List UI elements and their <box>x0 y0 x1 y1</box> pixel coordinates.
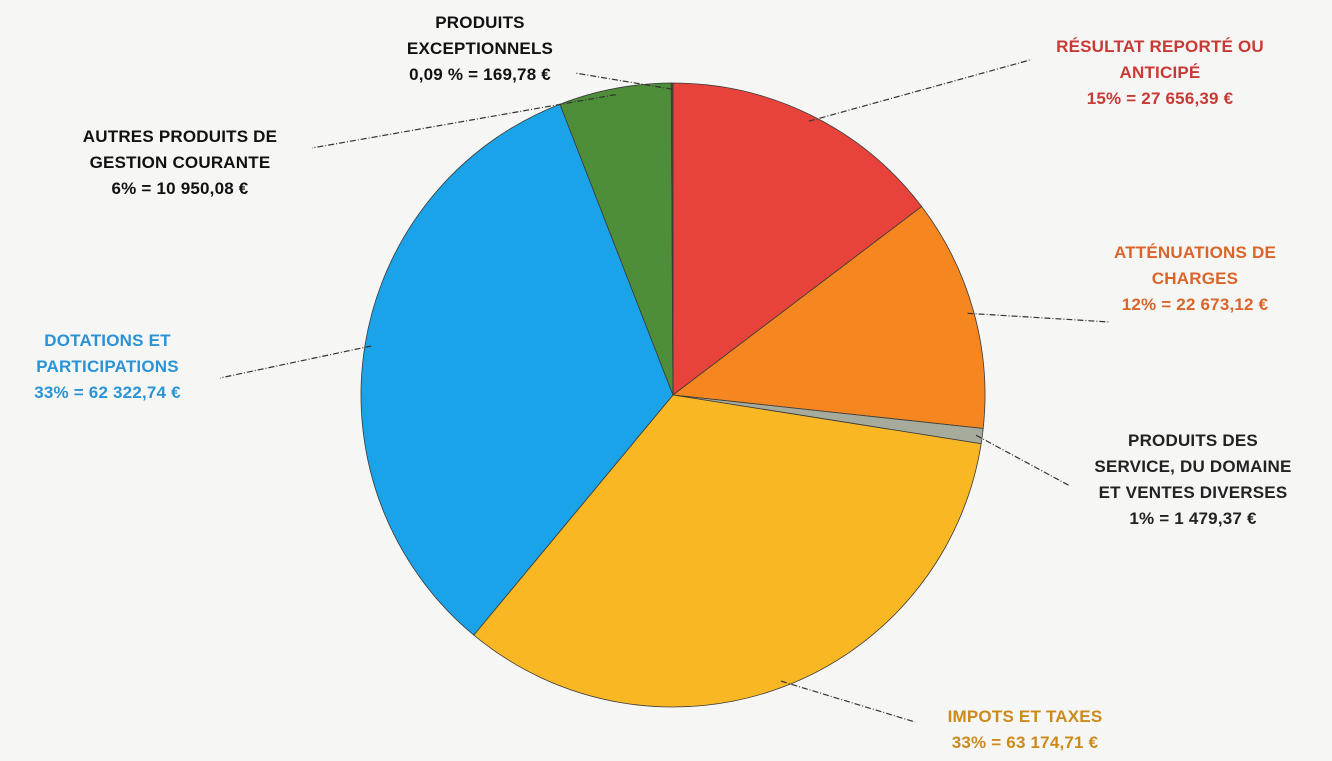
leader-exceptionnels <box>574 72 673 90</box>
leader-impots <box>780 680 916 723</box>
slice-resultat <box>672 82 923 396</box>
label-produits-service-line2: SERVICE, DU DOMAINE <box>1094 457 1292 476</box>
label-attenuations-name-line1: ATTÉNUATIONS DE <box>1114 243 1276 262</box>
slice-exceptionnels <box>670 82 674 396</box>
label-attenuations-value: 12% = 22 673,12 € <box>1121 295 1269 314</box>
label-exceptionnels-value: 0,09 % = 169,78 € <box>409 65 551 84</box>
label-impots-et-taxes: IMPOTS ET TAXES 33% = 63 174,71 € <box>890 704 1160 756</box>
label-exceptionnels-name-line2: EXCEPTIONNELS <box>406 39 554 58</box>
label-impots-value: 33% = 63 174,71 € <box>951 733 1099 752</box>
label-dotations-name-line1: DOTATIONS ET <box>44 331 171 350</box>
label-resultat-name-line1: RÉSULTAT REPORTÉ OU <box>1056 37 1264 56</box>
label-autres-value: 6% = 10 950,08 € <box>111 179 249 198</box>
label-attenuations-de-charges: ATTÉNUATIONS DE CHARGES 12% = 22 673,12 … <box>1060 240 1330 318</box>
label-dotations-name-line2: PARTICIPATIONS <box>36 357 179 376</box>
label-produits-service-value: 1% = 1 479,37 € <box>1129 509 1257 528</box>
label-produits-exceptionnels: PRODUITS EXCEPTIONNELS 0,09 % = 169,78 € <box>370 10 590 88</box>
pie-slices <box>360 82 986 708</box>
leader-resultat <box>808 59 1031 122</box>
slice-dotations <box>360 103 674 636</box>
leader-lines <box>219 59 1111 723</box>
leader-produits_service <box>975 434 1071 487</box>
label-dotations-value: 33% = 62 322,74 € <box>34 383 181 402</box>
label-autres-name-line1: AUTRES PRODUITS DE <box>82 127 278 146</box>
label-attenuations-name-line2: CHARGES <box>1151 269 1239 288</box>
leader-attenuations <box>967 312 1111 323</box>
label-produits-service-line3: ET VENTES DIVERSES <box>1098 483 1288 502</box>
label-produits-service-line1: PRODUITS DES <box>1128 431 1258 450</box>
label-autres-name-line2: GESTION COURANTE <box>89 153 271 172</box>
label-autres-produits-de-gestion: AUTRES PRODUITS DE GESTION COURANTE 6% =… <box>50 124 310 202</box>
slice-impots <box>473 394 982 708</box>
label-impots-name: IMPOTS ET TAXES <box>947 707 1103 726</box>
label-resultat-reporte: RÉSULTAT REPORTÉ OU ANTICIPÉ 15% = 27 65… <box>1010 34 1310 112</box>
slice-attenuations <box>671 205 986 429</box>
label-exceptionnels-name-line1: PRODUITS <box>435 13 525 32</box>
label-resultat-value: 15% = 27 656,39 € <box>1086 89 1234 108</box>
label-resultat-name-line2: ANTICIPÉ <box>1119 63 1201 82</box>
leader-autres <box>311 94 616 149</box>
label-produits-des-service: PRODUITS DES SERVICE, DU DOMAINE ET VENT… <box>1058 428 1328 532</box>
label-dotations-et-participations: DOTATIONS ET PARTICIPATIONS 33% = 62 322… <box>0 328 215 406</box>
leader-dotations <box>219 345 372 379</box>
